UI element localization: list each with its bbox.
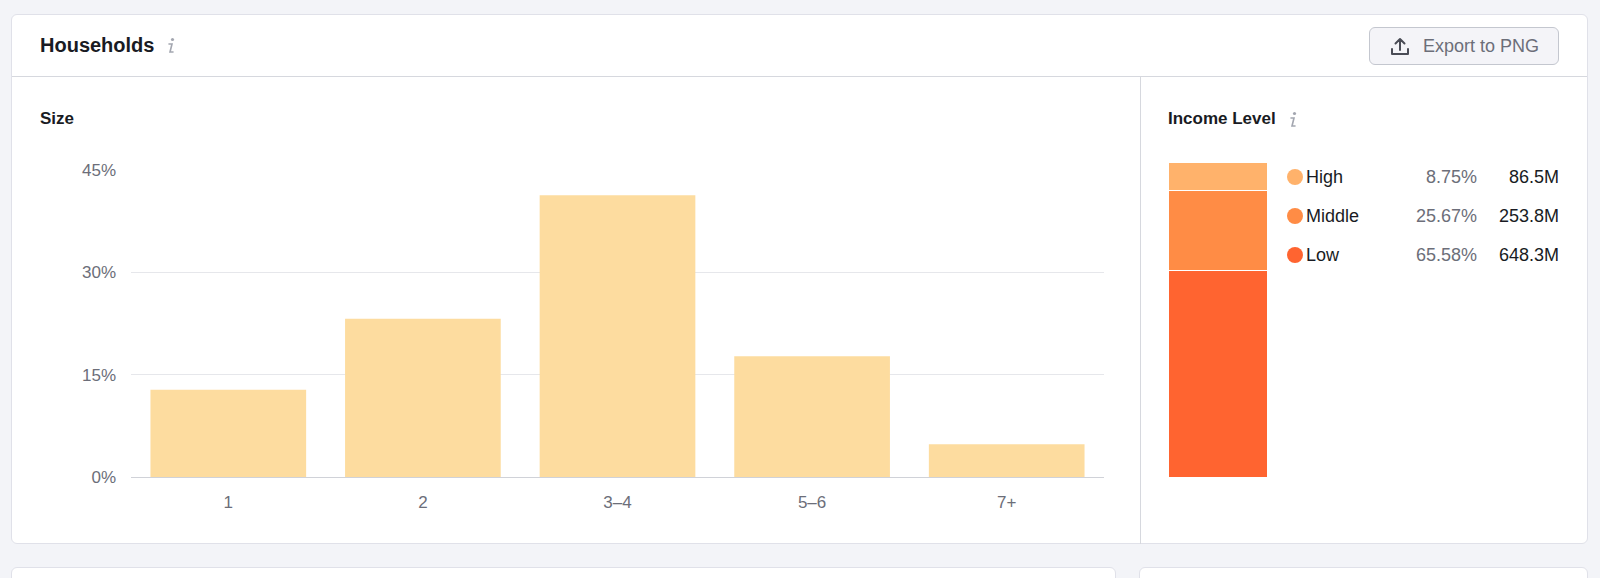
html-text:253.8M: 253.8M — [1499, 206, 1559, 226]
svg-text:1: 1 — [224, 493, 233, 512]
html-text:Middle: Middle — [1306, 206, 1359, 226]
svg-text:45%: 45% — [82, 161, 116, 180]
svg-text:7+: 7+ — [997, 493, 1016, 512]
html-text:65.58%: 65.58% — [1415, 245, 1477, 265]
html-text:Export to PNG: Export to PNG — [1423, 35, 1539, 56]
html-text:648.3M: 648.3M — [1499, 245, 1559, 265]
html-text:8.75%: 8.75% — [1426, 167, 1477, 187]
svg-text:2: 2 — [418, 493, 427, 512]
html-text:Size: Size — [40, 109, 74, 128]
svg-text:30%: 30% — [82, 263, 116, 282]
svg-text:3–4: 3–4 — [603, 493, 631, 512]
svg-text:5–6: 5–6 — [798, 493, 826, 512]
html-text:High: High — [1306, 167, 1343, 187]
html-text:Income Level: Income Level — [1168, 109, 1276, 128]
html-text:25.67%: 25.67% — [1415, 206, 1477, 226]
html-text:Households: Households — [40, 34, 155, 56]
html-text:Low: Low — [1306, 245, 1339, 265]
svg-text:15%: 15% — [82, 366, 116, 385]
svg-text:0%: 0% — [91, 468, 116, 487]
html-text:86.5M: 86.5M — [1509, 167, 1559, 187]
